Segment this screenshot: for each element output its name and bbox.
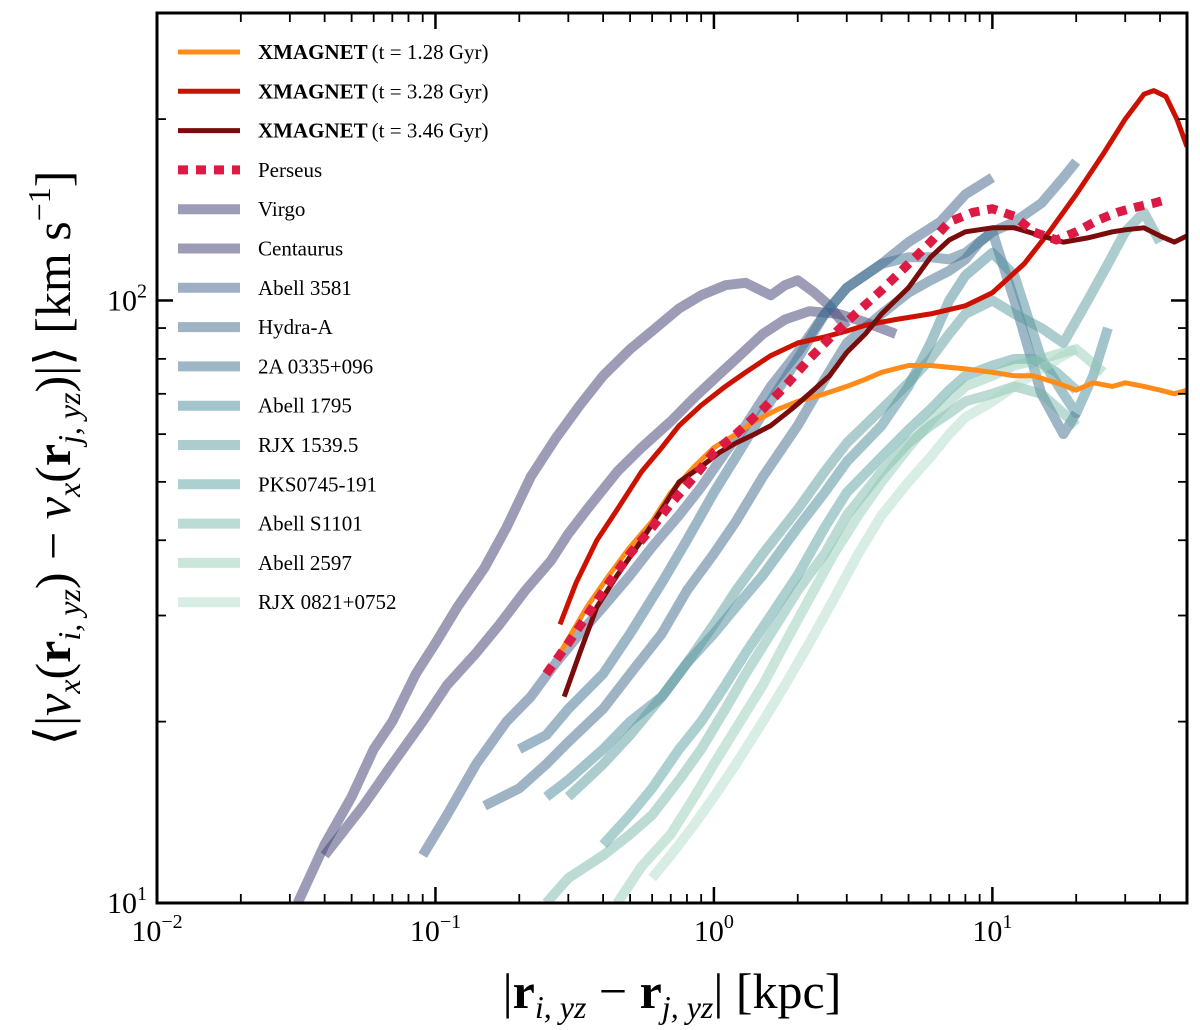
legend: XMAGNET (t = 1.28 Gyr) XMAGNET (t = 3.28 Gy… <box>178 40 489 614</box>
y-tick-label: 102 <box>107 280 147 317</box>
series-line-abell-2597-13 <box>613 344 1107 903</box>
legend-entry: Virgo <box>178 197 305 221</box>
x-tick-label: 100 <box>694 911 734 948</box>
legend-entry: PKS0745-191 <box>178 472 377 496</box>
legend-entry: Perseus <box>178 158 322 182</box>
legend-label: RJX 1539.5 <box>258 433 358 457</box>
legend-entry: XMAGNET (t = 1.28 Gyr) <box>178 40 489 64</box>
legend-entry: RJX 1539.5 <box>178 433 358 457</box>
legend-label: RJX 0821+0752 <box>258 590 396 614</box>
legend-entry: Centaurus <box>178 237 343 261</box>
legend-entry: Abell 2597 <box>178 551 352 575</box>
legend-label: XMAGNET (t = 3.28 Gyr) <box>258 79 489 103</box>
series-line-xmagnet-1 <box>557 88 1187 626</box>
series-line-xmagnet-0 <box>557 363 1187 655</box>
legend-label: Virgo <box>258 197 305 221</box>
series-layer <box>293 88 1187 903</box>
series-line-abell-s1101-12 <box>542 381 1080 903</box>
y-axis-label: ⟨|vx(ri, yz) − vx(rj, yz)|⟩ [km s−1] <box>21 171 87 746</box>
legend-entry: Abell 1795 <box>178 394 352 418</box>
ticks-layer: 10−2 10−1 100 101 101 102 <box>107 12 1188 948</box>
legend-label: Abell S1101 <box>258 512 363 536</box>
series-line-virgo-4 <box>293 275 851 903</box>
series-line-centaurus-5 <box>320 306 898 859</box>
series-line-perseus-3 <box>542 195 1168 677</box>
legend-entry: XMAGNET (t = 3.28 Gyr) <box>178 79 489 103</box>
legend-label: 2A 0335+096 <box>258 354 373 378</box>
legend-label: Abell 3581 <box>258 276 352 300</box>
legend-entry: XMAGNET (t = 3.46 Gyr) <box>178 119 489 143</box>
x-tick-label: 10−1 <box>410 911 461 948</box>
legend-entry: 2A 0335+096 <box>178 354 373 378</box>
legend-label: PKS0745-191 <box>258 472 377 496</box>
legend-label: Abell 1795 <box>258 394 352 418</box>
legend-label: Centaurus <box>258 237 343 261</box>
legend-entry: Abell 3581 <box>178 276 352 300</box>
x-tick-label: 101 <box>972 911 1012 948</box>
plot-frame <box>155 11 1189 905</box>
legend-entry: RJX 0821+0752 <box>178 590 396 614</box>
legend-entry: Abell S1101 <box>178 512 363 536</box>
legend-label: XMAGNET (t = 1.28 Gyr) <box>258 40 489 64</box>
series-line-rjx-0821-0752-14 <box>648 344 1079 882</box>
series-line-xmagnet-2 <box>561 225 1187 698</box>
series-line-rjx-1539-5-10 <box>564 207 1165 801</box>
legend-label: Abell 2597 <box>258 551 352 575</box>
series-line-pks0745-191-11 <box>599 353 1080 848</box>
legend-label: XMAGNET (t = 3.46 Gyr) <box>258 119 489 143</box>
legend-label: Perseus <box>258 158 322 182</box>
y-tick-label: 101 <box>107 883 147 920</box>
x-tick-label: 10−2 <box>131 911 182 948</box>
x-axis-label: |ri, yz − rj, yz| [kpc] <box>503 963 842 1025</box>
legend-label: Hydra-A <box>258 315 333 339</box>
legend-entry: Hydra-A <box>178 315 333 339</box>
